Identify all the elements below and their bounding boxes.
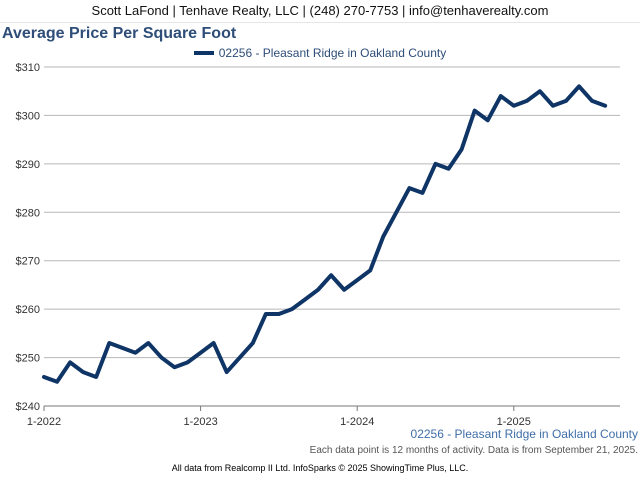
data-footnote: Each data point is 12 months of activity… [309,445,638,456]
series-line [42,84,608,384]
source-credit: All data from Realcomp II Ltd. InfoSpark… [171,463,469,473]
x-tick-label: 1-2022 [27,416,61,428]
legend-label: 02256 - Pleasant Ridge in Oakland County [218,46,447,60]
y-tick-label: $290 [16,159,40,171]
legend-swatch [193,50,214,55]
y-tick-label: $260 [16,304,40,316]
x-tick-label: 1-2025 [497,416,531,428]
y-tick-label: $250 [16,353,40,365]
contact-text: Scott LaFond | Tenhave Realty, LLC | (24… [91,3,549,18]
x-tick-label: 1-2023 [183,416,217,428]
y-axis: $240 $250 $260 $270 $280 $290 $300 $310 [16,62,40,413]
contact-header: Scott LaFond | Tenhave Realty, LLC | (24… [0,0,640,23]
chart-legend: 02256 - Pleasant Ridge in Oakland County [0,46,640,60]
series-lines [42,84,608,384]
y-tick-label: $280 [16,207,40,219]
y-tick-label: $240 [16,401,40,413]
x-axis: 1-2022 1-2023 1-2024 1-2025 [27,405,620,428]
chart-title: Average Price Per Square Foot [2,25,237,42]
series-label: 02256 - Pleasant Ridge in Oakland County [410,427,638,441]
grid-lines [44,66,620,407]
y-tick-label: $270 [16,256,40,268]
y-tick-label: $300 [16,110,40,122]
y-tick-label: $310 [16,62,40,74]
x-tick-label: 1-2024 [340,416,374,428]
